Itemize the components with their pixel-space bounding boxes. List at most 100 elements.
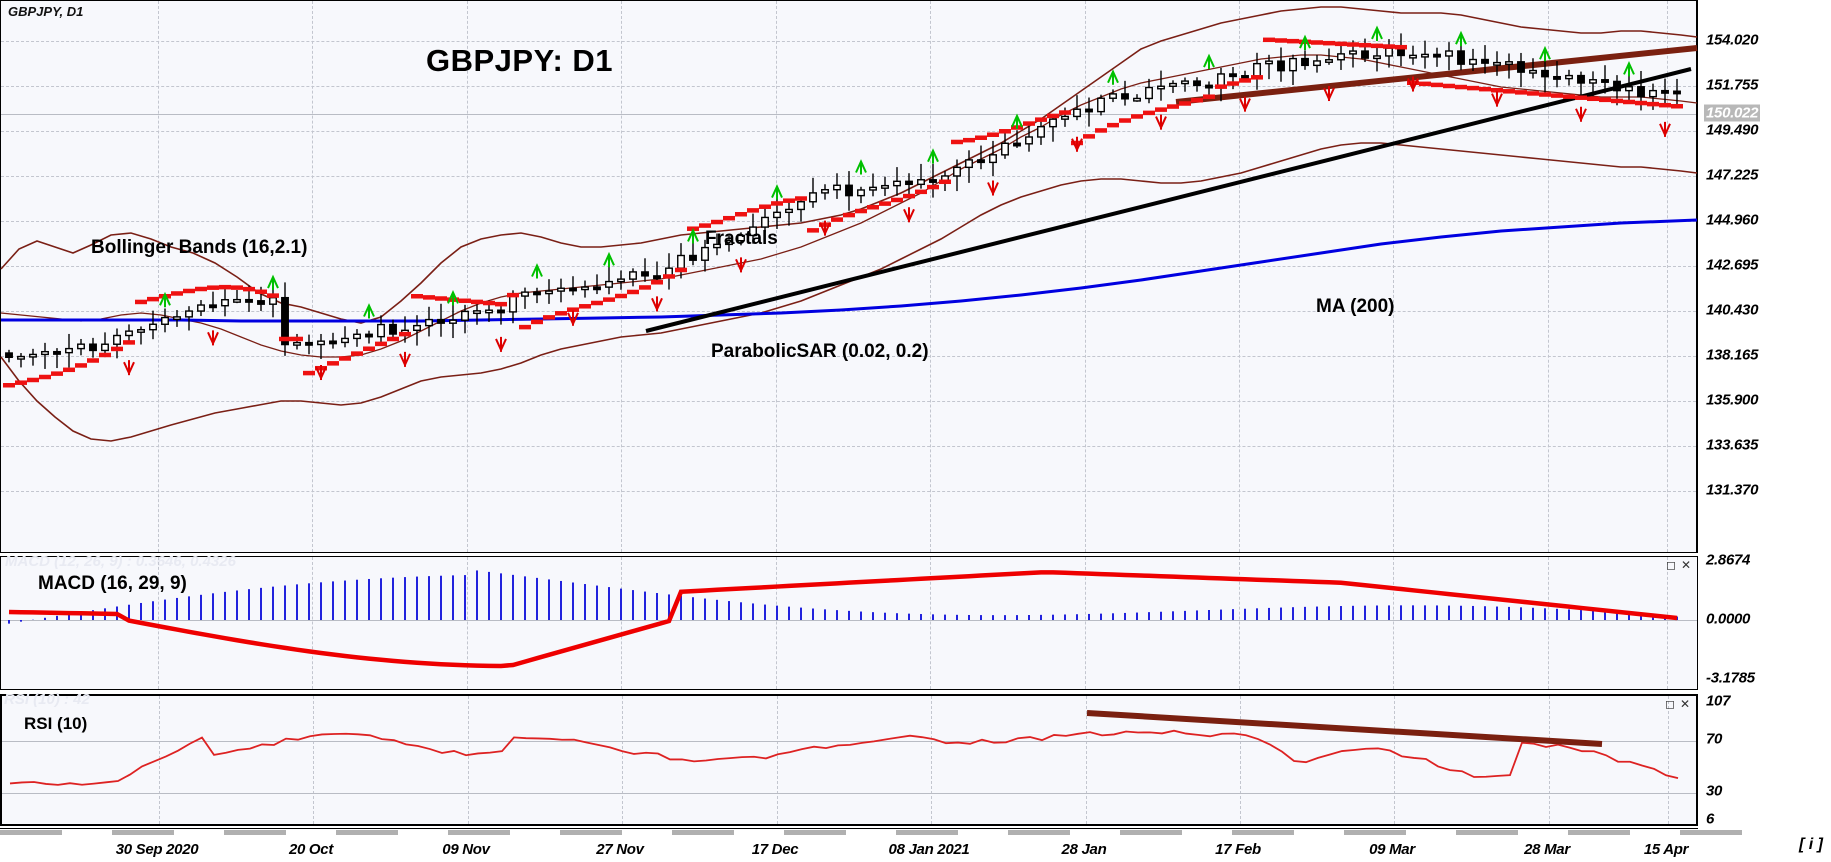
- sar-dot: [1587, 96, 1599, 102]
- rsi-axis-scale[interactable]: 107 70 30 6: [1700, 693, 1831, 828]
- sar-dot: [399, 331, 411, 337]
- candlestick: [1361, 50, 1369, 59]
- sar-dot: [1575, 95, 1587, 100]
- fractal-down-marker: [207, 330, 219, 346]
- candlestick: [1613, 80, 1621, 92]
- candlestick: [1349, 50, 1357, 55]
- candlestick: [1637, 86, 1645, 98]
- candlestick: [1073, 108, 1081, 118]
- candlestick: [341, 337, 349, 344]
- candlestick: [497, 309, 505, 314]
- fractal-up-marker: [1011, 113, 1023, 129]
- ma-200-line: [1, 218, 1698, 323]
- candlestick: [5, 352, 13, 359]
- macd-tick: 0.0000: [1706, 610, 1751, 628]
- sar-dot: [519, 324, 531, 330]
- fractal-down-marker: [495, 336, 507, 353]
- sar-dot: [1311, 40, 1323, 45]
- candlestick: [1649, 89, 1657, 98]
- annotation-rsi: RSI (10): [24, 714, 88, 733]
- candlestick: [1409, 54, 1417, 59]
- sar-dot: [1191, 98, 1203, 103]
- candlestick: [17, 355, 25, 360]
- fractal-up-marker: [447, 289, 459, 306]
- fractal-up-marker: [687, 228, 699, 244]
- rsi-minimize-button[interactable]: ◻: [1665, 697, 1676, 711]
- sar-dot: [627, 289, 639, 295]
- sar-dot: [1239, 78, 1251, 83]
- macd-minimize-button[interactable]: ◻: [1666, 558, 1677, 572]
- candlestick: [593, 286, 601, 291]
- candlestick: [1505, 61, 1513, 65]
- sar-dot: [663, 274, 675, 279]
- sar-dot: [123, 340, 135, 345]
- candlestick: [221, 299, 229, 307]
- candlestick: [125, 330, 133, 337]
- fractal-up-marker: [1107, 69, 1119, 85]
- sar-dot: [711, 219, 723, 225]
- macd-ghost-label: MACD (12, 26, 9) : 0.3646, 0.4326: [5, 553, 236, 570]
- candlestick: [809, 192, 817, 203]
- candlestick: [29, 353, 37, 358]
- annotation-ma200: MA (200): [1316, 296, 1395, 317]
- candlestick: [1301, 57, 1309, 67]
- sar-dot: [1143, 110, 1155, 116]
- sar-dot: [1563, 94, 1575, 99]
- candlestick: [953, 166, 961, 177]
- candlestick: [521, 291, 529, 297]
- sar-dot: [567, 307, 579, 312]
- sar-dot: [39, 374, 51, 380]
- macd-close-button[interactable]: ✕: [1680, 558, 1692, 572]
- candlestick: [1553, 75, 1561, 80]
- fractal-down-marker: [1155, 114, 1167, 130]
- candlestick: [1673, 90, 1681, 95]
- candlestick: [89, 343, 97, 352]
- sar-dot: [603, 297, 615, 302]
- sar-dot: [1083, 134, 1095, 139]
- sar-dot: [675, 267, 687, 273]
- sar-dot: [903, 193, 915, 199]
- price-chart-panel[interactable]: GBPJPY, D1: [0, 0, 1758, 553]
- sar-dot: [1023, 121, 1035, 126]
- sar-dot: [1287, 38, 1299, 44]
- sar-dot: [975, 135, 987, 140]
- sar-dot: [639, 285, 651, 290]
- price-tick: 147.225: [1706, 166, 1759, 184]
- rsi-close-button[interactable]: ✕: [1679, 697, 1691, 711]
- fractal-down-marker: [1407, 76, 1419, 92]
- rsi-panel[interactable]: RSI (10) : 42 RSI (10) ◻ ✕: [0, 691, 1698, 826]
- sar-dot: [1155, 107, 1167, 112]
- price-axis-scale[interactable]: 154.020 151.755 150.022 149.490 147.225 …: [1700, 0, 1831, 553]
- candlestick: [881, 184, 889, 189]
- sar-dot: [1443, 83, 1455, 89]
- sar-dot: [555, 311, 567, 316]
- rsi-30-line: [2, 793, 1696, 794]
- info-button[interactable]: [ i ]: [1799, 836, 1823, 853]
- price-tick: 144.960: [1706, 211, 1759, 229]
- macd-signal-line: [8, 570, 1678, 669]
- macd-panel[interactable]: MACD (12, 26, 9) : 0.3646, 0.4326 MACD (…: [0, 553, 1698, 690]
- annotation-fractals: Fractals: [705, 228, 778, 249]
- horizontal-scrollbar[interactable]: [0, 829, 1742, 836]
- time-axis-label: 09 Nov: [442, 841, 490, 858]
- scrollbar-segment: [1008, 830, 1070, 835]
- candlestick: [641, 271, 649, 277]
- sar-dot: [615, 293, 627, 299]
- candlestick: [257, 300, 265, 305]
- candlestick: [1661, 89, 1669, 94]
- sar-dot: [879, 201, 891, 206]
- parabolic-sar-dots: [3, 37, 1683, 388]
- candlestick: [389, 323, 397, 335]
- candlestick: [1373, 55, 1381, 60]
- scrollbar-segment: [336, 830, 398, 835]
- macd-axis-scale[interactable]: 2.8674 0.0000 -3.1785: [1700, 552, 1831, 690]
- candlestick: [1229, 73, 1237, 78]
- sar-dot: [1539, 92, 1551, 97]
- sar-dot: [351, 351, 363, 356]
- time-axis[interactable]: 30 Sep 2020 20 Oct 09 Nov 27 Nov 17 Dec 08 Ja…: [0, 828, 1742, 862]
- sar-dot: [1527, 91, 1539, 96]
- candlestick: [113, 334, 121, 345]
- fractal-up-marker: [267, 274, 279, 291]
- candlestick: [329, 340, 337, 345]
- sar-dot: [255, 289, 267, 295]
